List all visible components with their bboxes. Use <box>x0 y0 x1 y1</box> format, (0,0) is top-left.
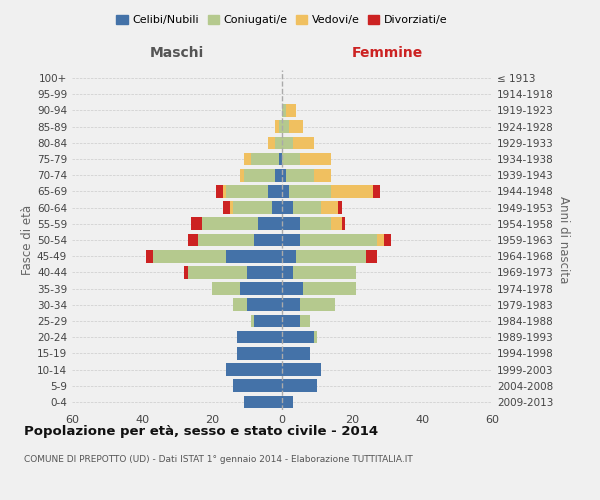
Bar <box>275 120 278 133</box>
Bar <box>286 169 314 181</box>
Bar <box>293 266 355 278</box>
Bar <box>282 250 296 262</box>
Bar <box>152 250 226 262</box>
Bar <box>187 234 198 246</box>
Bar <box>236 347 282 360</box>
Bar <box>282 347 310 360</box>
Bar <box>282 218 299 230</box>
Bar <box>377 234 383 246</box>
Bar <box>226 363 282 376</box>
Bar <box>244 169 275 181</box>
Bar <box>244 152 251 166</box>
Bar <box>282 331 314 344</box>
Bar <box>251 314 254 328</box>
Bar <box>233 298 247 311</box>
Bar <box>184 266 187 278</box>
Bar <box>282 314 299 328</box>
Bar <box>299 152 331 166</box>
Bar <box>289 185 331 198</box>
Bar <box>226 250 282 262</box>
Bar <box>383 234 391 246</box>
Bar <box>271 202 282 214</box>
Bar <box>282 298 299 311</box>
Bar <box>293 202 320 214</box>
Bar <box>247 266 282 278</box>
Bar <box>268 185 282 198</box>
Bar <box>282 120 289 133</box>
Bar <box>282 152 299 166</box>
Bar <box>341 218 345 230</box>
Legend: Celibi/Nubili, Coniugati/e, Vedovi/e, Divorziati/e: Celibi/Nubili, Coniugati/e, Vedovi/e, Di… <box>112 10 452 30</box>
Bar <box>299 234 377 246</box>
Bar <box>331 185 373 198</box>
Bar <box>320 202 338 214</box>
Bar <box>299 314 310 328</box>
Bar <box>282 363 320 376</box>
Bar <box>257 218 282 230</box>
Bar <box>373 185 380 198</box>
Bar <box>251 152 278 166</box>
Bar <box>299 298 335 311</box>
Bar <box>244 396 282 408</box>
Text: Maschi: Maschi <box>150 46 204 60</box>
Bar <box>275 136 282 149</box>
Bar <box>247 298 282 311</box>
Bar <box>254 314 282 328</box>
Text: Femmine: Femmine <box>352 46 422 60</box>
Bar <box>293 136 314 149</box>
Bar <box>223 185 226 198</box>
Bar <box>282 396 293 408</box>
Bar <box>236 331 282 344</box>
Bar <box>314 331 317 344</box>
Bar <box>282 136 293 149</box>
Bar <box>296 250 366 262</box>
Bar <box>282 202 293 214</box>
Bar <box>278 152 282 166</box>
Bar <box>187 266 247 278</box>
Bar <box>191 218 202 230</box>
Bar <box>202 218 257 230</box>
Bar <box>282 234 299 246</box>
Bar <box>282 282 303 295</box>
Bar <box>366 250 377 262</box>
Bar <box>233 202 271 214</box>
Bar <box>282 380 317 392</box>
Bar <box>314 169 331 181</box>
Text: Popolazione per età, sesso e stato civile - 2014: Popolazione per età, sesso e stato civil… <box>24 425 378 438</box>
Bar <box>338 202 341 214</box>
Bar <box>278 120 282 133</box>
Bar <box>240 282 282 295</box>
Bar <box>254 234 282 246</box>
Bar <box>146 250 152 262</box>
Bar <box>303 282 355 295</box>
Bar <box>268 136 275 149</box>
Bar <box>289 120 303 133</box>
Bar <box>282 169 286 181</box>
Bar <box>282 104 286 117</box>
Bar <box>226 185 268 198</box>
Bar <box>229 202 233 214</box>
Bar <box>198 234 254 246</box>
Bar <box>282 266 293 278</box>
Y-axis label: Fasce di età: Fasce di età <box>21 205 34 275</box>
Bar <box>275 169 282 181</box>
Y-axis label: Anni di nascita: Anni di nascita <box>557 196 570 284</box>
Bar <box>233 380 282 392</box>
Bar <box>299 218 331 230</box>
Bar <box>212 282 240 295</box>
Bar <box>331 218 341 230</box>
Bar <box>215 185 223 198</box>
Bar <box>282 185 289 198</box>
Text: COMUNE DI PREPOTTO (UD) - Dati ISTAT 1° gennaio 2014 - Elaborazione TUTTITALIA.I: COMUNE DI PREPOTTO (UD) - Dati ISTAT 1° … <box>24 455 413 464</box>
Bar <box>286 104 296 117</box>
Bar <box>223 202 229 214</box>
Bar <box>240 169 244 181</box>
